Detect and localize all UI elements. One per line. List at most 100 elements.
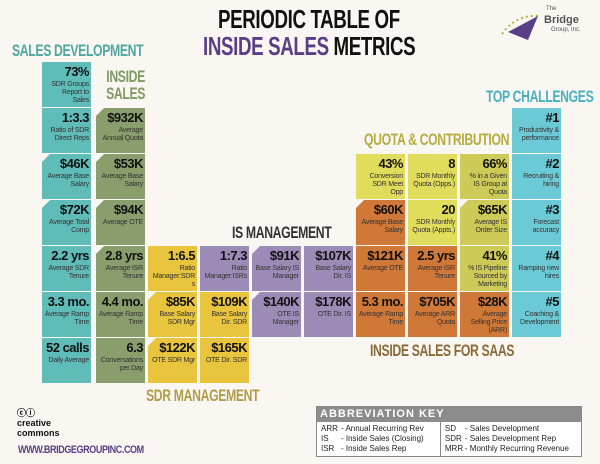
key-title: ABBREVIATION KEY [317,407,581,422]
cc-icon: ⓒⓘ [17,408,36,418]
tile-value: $85K [165,294,196,309]
tile-label: Base Salary SDR Mgr [159,311,195,326]
tile-value: $46K [59,156,90,171]
sd-tile: $46K Average Base Salary [42,154,91,199]
tile-value: 43% [378,156,403,171]
tile-value: 5.3 mo. [361,294,404,309]
tile-label: Conversion SDR Meet Opp [369,173,404,196]
title-end: METRICS [333,31,416,61]
tile-value: $28K [477,294,508,309]
tile-value: $932K [107,110,143,125]
sd-tile: 52 calls Daily Average [42,338,91,383]
tile-value: $72K [59,202,90,217]
tile-value: #2 [545,156,560,171]
sdrm-tile: 1:6.5 Ratio Manager:SDRs [148,246,197,291]
tile-value: $60K [373,202,404,217]
abbreviation-key: ABBREVIATION KEY ARR - Annual Recurring R… [316,406,582,457]
tile-label: OTE Dir. SDR [205,357,247,364]
tile-label: Ratio Manager:SDRs [152,265,195,288]
tile-label: % IS Pipeline Sourced by Marketing [467,265,507,288]
tile-value: $140K [263,294,299,309]
sdrm-tile: $109K Base Salary Dir. SDR [200,292,249,337]
key-entry: ISR - Inside Sales Rep [321,444,436,454]
tile-label: Average Base Salary [361,219,404,234]
key-meaning: - Monthly Recurring Revenue [464,444,569,453]
sd-tile: 73% SDR Groups Report to Sales [42,62,91,107]
tile-label: Average ISR Tenure [105,265,144,280]
saas-tile: $60K Average Base Salary [356,200,405,245]
tile-value: 8 [448,156,455,171]
tile-value: $705K [419,294,455,309]
tile-label: SDR Monthly Quota (Appts.) [412,219,455,234]
sd-tile: 1:3.3 Ratio of SDR Direct Reps [42,108,91,153]
quota-tile: 66% % in a Given IS Group at Quota [460,154,509,199]
tile-value: 4.4 mo. [101,294,144,309]
tile-value: 66% [482,156,507,171]
tile-label: Recruiting & hiring [523,173,559,188]
tile-value: $109K [211,294,247,309]
is-tile: 2.8 yrs Average ISR Tenure [96,246,145,291]
tile-value: $107K [315,248,351,263]
key-column-left: ARR - Annual Recurring Rev IS - Inside Sale… [317,422,440,456]
tile-value: 52 calls [46,340,90,355]
section-saas: INSIDE SALES FOR SAAS [370,341,515,360]
tile-value: $165K [211,340,247,355]
tile-value: 1:3.3 [61,110,90,125]
tile-label: Average ISR Tenure [417,265,456,280]
tile-value: #5 [545,294,560,309]
tile-value: 2.5 yrs [417,248,455,263]
tile-value: 3.3 mo. [47,294,90,309]
tile-value: #4 [545,248,560,263]
is-tile: $53K Average Base Salary [96,154,145,199]
key-meaning: - Inside Sales Rep [341,444,407,453]
tile-label: Average Base Salary [47,173,90,188]
challenges-tile: #5 Coaching & Development [512,292,561,337]
key-entry: SDR - Sales Development Rep [445,434,577,444]
ism-tile: $107K Base Salary Dir. IS [304,246,353,291]
quota-tile: $65K Average IS Order Size [460,200,509,245]
section-is-management: IS MANAGEMENT [232,223,332,242]
tile-label: Base Salary Dir. SDR [211,311,247,326]
sdrm-tile: $165K OTE Dir. SDR [200,338,249,383]
tile-label: Ratio Manager:ISRs [204,265,248,280]
key-entry: SD - Sales Development [445,424,577,434]
challenges-tile: #1 Productivity & performance [512,108,561,153]
tile-value: $91K [269,248,300,263]
is-tile: 6.3 Conversations per Day [96,338,145,383]
challenges-tile: #2 Recruiting & hiring [512,154,561,199]
tile-label: Average OTE [102,219,143,226]
cc-text-2: commons [17,428,60,438]
tile-label: OTE IS Manager [272,311,299,326]
tile-label: Average Ramp Time [44,311,89,326]
logo-the: The [546,6,557,12]
is-tile: $94K Average OTE [96,200,145,245]
quota-tile: 20 SDR Monthly Quota (Appts.) [408,200,457,245]
sdrm-tile: $85K Base Salary SDR Mgr [148,292,197,337]
tile-label: Average Annual Quota [102,127,144,142]
key-entry: ARR - Annual Recurring Rev [321,424,436,434]
key-abbr: ISR [321,444,335,453]
tile-label: SDR Groups Report to Sales [51,81,89,104]
section-top-challenges: TOP CHALLENGES [486,87,594,106]
tile-label: Average Total Comp [49,219,89,234]
section-inside-sales: INSIDE SALES [106,67,146,103]
tile-label: Ramping new hires [518,265,559,280]
logo-suffix: Group, Inc. [551,27,581,33]
key-entry: MRR - Monthly Recurring Revenue [445,444,577,454]
saas-tile: $121K Average OTE [356,246,405,291]
sd-tile: 3.3 mo. Average Ramp Time [42,292,91,337]
challenges-tile: #3 Forecast accuracy [512,200,561,245]
quota-tile: 41% % IS Pipeline Sourced by Marketing [460,246,509,291]
title-line-1: PERIODIC TABLE OF [218,4,400,34]
sdrm-tile: $122K OTE SDR Mgr [148,338,197,383]
tile-value: $53K [113,156,144,171]
tile-label: Productivity & performance [519,127,559,142]
key-abbr: MRR [444,444,464,453]
key-abbr: SDR [444,434,462,443]
tile-label: Average Selling Price (ARR) [470,311,508,334]
tile-label: Base Salary IS Manager [255,265,300,280]
tile-value: 41% [482,248,507,263]
logo-triangle-icon [501,14,541,40]
website-link[interactable]: WWW.BRIDGEGROUPINC.COM [18,444,144,456]
